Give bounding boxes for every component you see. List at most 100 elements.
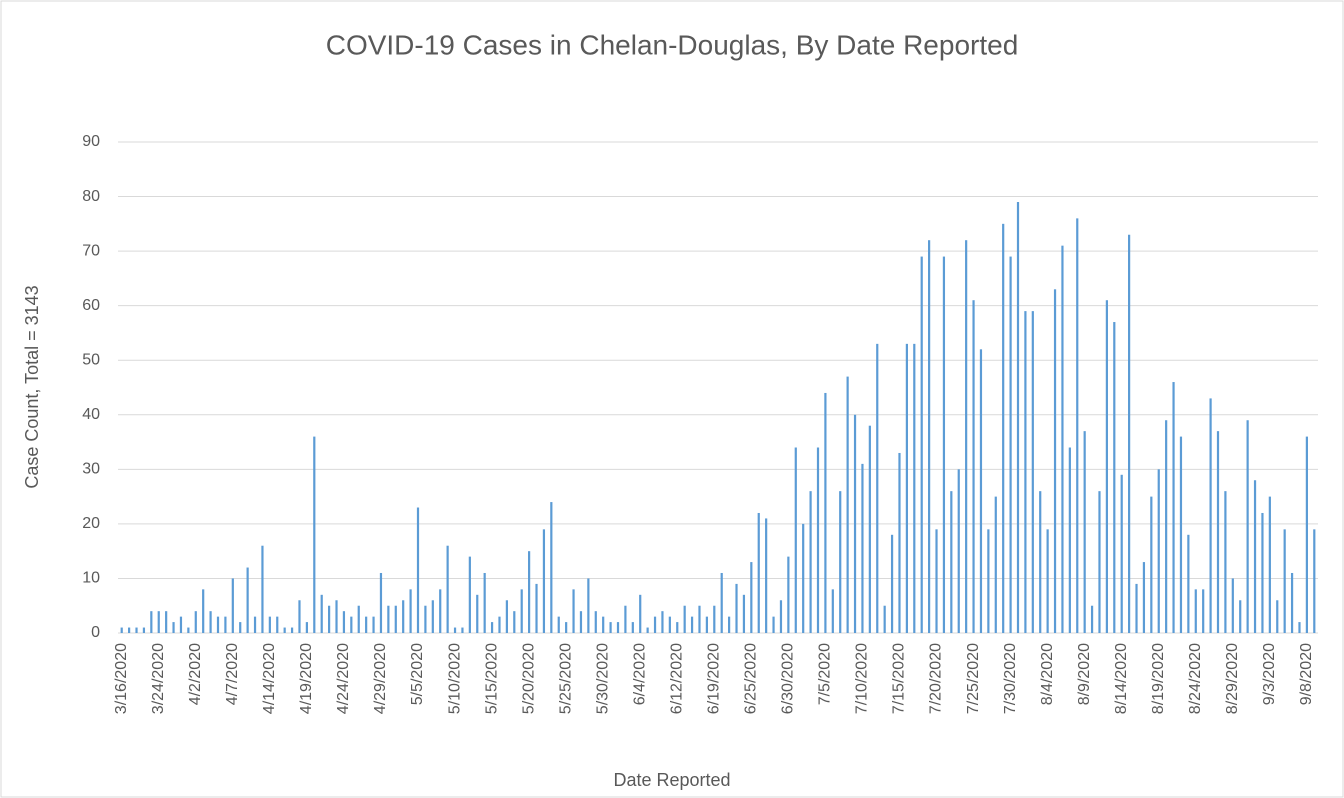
bar: [372, 616, 375, 633]
bar: [1120, 474, 1123, 633]
x-tick-label: 7/5/2020: [817, 643, 834, 705]
bar: [1298, 622, 1301, 633]
bar: [1068, 447, 1071, 633]
bar: [824, 392, 827, 633]
bar: [357, 605, 360, 633]
y-tick-label: 30: [82, 461, 100, 478]
bar: [461, 627, 464, 633]
x-tick-label: 4/29/2020: [372, 643, 389, 714]
bar: [209, 611, 212, 633]
bar: [520, 589, 523, 633]
y-tick-label: 80: [82, 188, 100, 205]
bar: [1128, 234, 1131, 633]
bar: [1165, 420, 1168, 633]
bar: [128, 627, 131, 633]
bar: [861, 463, 864, 633]
bar: [883, 605, 886, 633]
bar: [476, 594, 479, 633]
bar: [839, 491, 842, 633]
bar: [853, 414, 857, 633]
bar: [172, 622, 175, 633]
bar: [490, 622, 494, 633]
bar: [135, 627, 138, 633]
bar: [179, 616, 183, 633]
bar: [653, 616, 657, 633]
bar: [779, 600, 783, 633]
bar: [1157, 469, 1160, 633]
bar: [1090, 605, 1094, 633]
bar: [876, 343, 879, 633]
bar: [624, 605, 627, 633]
x-tick-label: 6/25/2020: [743, 643, 760, 714]
bar: [1224, 491, 1227, 633]
bar: [765, 518, 768, 633]
bar: [1209, 398, 1212, 633]
bar: [772, 616, 775, 633]
bar: [365, 616, 368, 633]
bar: [165, 611, 168, 633]
bar: [802, 523, 805, 633]
bar: [1268, 496, 1271, 633]
bar: [239, 622, 242, 633]
bar: [446, 545, 449, 633]
bar: [394, 605, 397, 633]
bar: [816, 447, 820, 633]
bar: [987, 529, 990, 633]
bar: [565, 622, 568, 633]
bar: [1246, 420, 1249, 633]
x-axis-title: Date Reported: [613, 770, 730, 790]
bar: [690, 616, 694, 633]
bar: [631, 622, 634, 633]
x-tick-label: 6/12/2020: [668, 643, 685, 714]
bar: [379, 572, 383, 633]
y-tick-label: 70: [82, 242, 100, 259]
bar: [1031, 311, 1034, 633]
x-tick-label: 4/7/2020: [224, 643, 241, 705]
bar: [935, 529, 938, 633]
bar: [246, 567, 249, 633]
bar: [1098, 491, 1101, 633]
bar: [424, 605, 427, 633]
y-tick-label: 20: [82, 515, 100, 532]
bar: [216, 616, 220, 633]
bar: [550, 502, 553, 633]
bar: [587, 578, 590, 633]
bar: [668, 616, 671, 633]
bar: [1039, 491, 1042, 633]
x-tick-label: 7/25/2020: [965, 643, 982, 714]
bar: [1150, 496, 1153, 633]
bar: [328, 605, 331, 633]
bar: [602, 616, 605, 633]
bar: [1179, 436, 1183, 633]
bar: [609, 622, 612, 633]
x-tick-label: 6/4/2020: [631, 643, 648, 705]
bar: [1172, 382, 1175, 633]
x-tick-label: 8/14/2020: [1113, 643, 1130, 714]
bar: [498, 616, 501, 633]
x-tick-label: 4/19/2020: [298, 643, 315, 714]
bar: [1142, 562, 1146, 633]
bar: [646, 627, 649, 633]
bar: [750, 562, 753, 633]
y-tick-label: 0: [91, 624, 100, 641]
y-tick-label: 40: [82, 406, 100, 423]
y-tick-label: 10: [82, 570, 100, 587]
bar: [905, 343, 908, 633]
bar: [1202, 589, 1205, 633]
bar: [661, 611, 664, 633]
bar: [261, 545, 264, 633]
bar: [1239, 600, 1242, 633]
bar: [1261, 512, 1264, 633]
bar: [387, 605, 390, 633]
bar: [1290, 572, 1294, 633]
bar: [1046, 529, 1049, 633]
bar: [1083, 431, 1086, 633]
bar: [1113, 322, 1116, 633]
bar: [898, 452, 901, 633]
bar: [572, 589, 575, 633]
bar: [705, 616, 708, 633]
bar: [313, 436, 316, 633]
bar: [253, 616, 257, 633]
